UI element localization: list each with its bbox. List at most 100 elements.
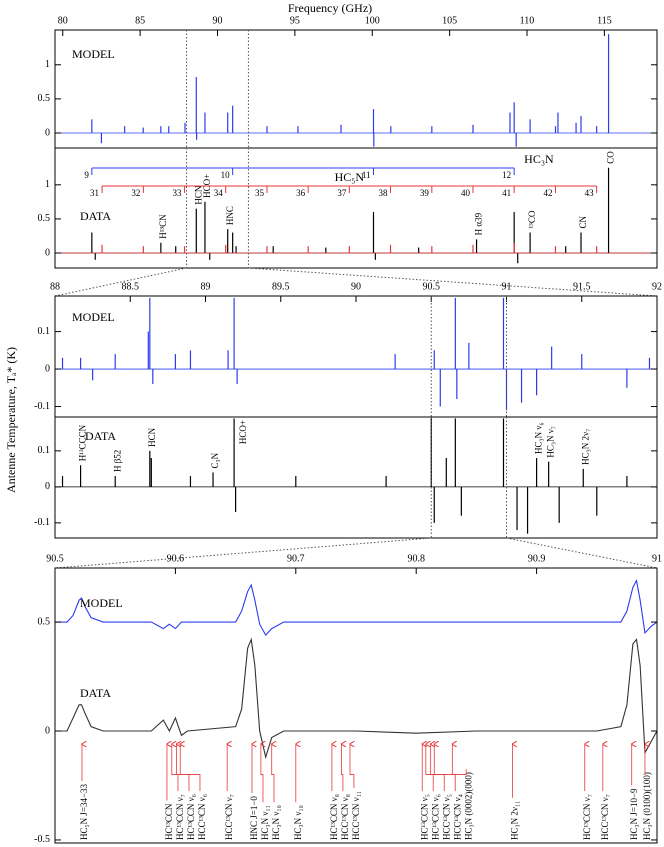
line-marker: [172, 744, 179, 792]
x-tick-label: 85: [135, 15, 145, 26]
line-label: H¹³CN: [158, 214, 168, 239]
line-label: HCC¹³CN ν₅: [441, 794, 451, 840]
x-tick-label: 90.9: [528, 553, 546, 564]
frame: [54, 567, 658, 844]
y-tick-label: 0: [45, 481, 50, 492]
x-axis-title: Frequency (GHz): [288, 1, 372, 15]
line-label: HC¹³CCN ν₆: [430, 794, 440, 840]
line-label: HC₃N (0100)(100): [642, 772, 652, 840]
y-tick-label: 0.1: [38, 326, 51, 337]
line-label: H β52: [112, 450, 122, 472]
ladder-number: 42: [543, 188, 552, 198]
plot-area: [55, 418, 657, 534]
ladder-number: 40: [461, 188, 471, 198]
line-label: HCC¹³CN ν₄: [452, 794, 462, 840]
x-tick-label: 90: [212, 15, 222, 26]
frame: [54, 416, 658, 539]
x-tick-label: 90.8: [407, 553, 425, 564]
line-label: HC₃N (0002)(000): [463, 772, 473, 840]
x-tick-label: 89.5: [272, 281, 290, 292]
x-tick-label: 90.5: [46, 553, 64, 564]
ladder-title: HC₅N: [335, 170, 365, 184]
line-label: HCN: [193, 185, 203, 205]
y-tick-label: 0: [45, 725, 50, 736]
line-label: HC₃N ν₇: [546, 426, 556, 458]
x-tick-label: 89: [201, 281, 211, 292]
line-label: HCC¹³CN ν₆: [197, 794, 207, 840]
frame: [54, 295, 658, 418]
ladder-number: 11: [362, 170, 371, 180]
line-label: HC₃N ν₁₀: [293, 805, 303, 840]
x-tick-label: 91: [502, 281, 512, 292]
line-marker: [431, 744, 445, 792]
panel-label: DATA: [80, 209, 111, 223]
x-tick-label: 88.5: [122, 281, 140, 292]
ladder-number: 43: [585, 188, 595, 198]
x-tick-label: 88: [50, 281, 60, 292]
line-label: HCC¹³CN ν₁₁: [351, 791, 361, 840]
plot-area: [55, 167, 657, 264]
x-tick-label: 92: [652, 281, 662, 292]
line-marker: [272, 744, 274, 803]
line-label: HCO+: [238, 420, 248, 444]
line-label: HC¹³CCN: [164, 803, 174, 840]
zoom-connector: [248, 267, 658, 297]
line-marker: [177, 744, 190, 792]
y-tick-label: -0.1: [34, 401, 50, 412]
line-label: H α39: [474, 212, 484, 235]
line-label: CN: [578, 216, 588, 229]
ladder-number: 41: [502, 188, 511, 198]
line-label: HC₃N ν₁₀: [271, 805, 281, 840]
panel-label: DATA: [85, 429, 116, 443]
x-tick-label: 110: [520, 15, 535, 26]
line-label: HC¹³CCN ν₆: [186, 794, 196, 840]
plot-area: [55, 34, 657, 147]
line-label: HC₃N ν₁₁: [260, 805, 270, 840]
y-tick-label: 0.5: [38, 213, 51, 224]
ladder-number: 31: [90, 188, 99, 198]
line-label: HCC¹³CN ν₈: [340, 794, 350, 840]
x-tick-label: 90.6: [167, 553, 185, 564]
x-tick-label: 90.5: [423, 281, 441, 292]
x-tick-label: 90: [351, 281, 361, 292]
ladder-number: 35: [255, 188, 265, 198]
y-tick-label: -0.1: [34, 517, 50, 528]
line-label: HNC J=1−0: [249, 796, 259, 840]
ladder-number: 10: [221, 170, 231, 180]
y-tick-label: -0.5: [34, 834, 50, 845]
ladder-number: 32: [131, 188, 140, 198]
line-label: HC₃N ν₆: [534, 422, 544, 454]
y-tick-label: 0.1: [38, 445, 51, 456]
line-label: HNC: [225, 206, 235, 225]
ladder-title: HC₃N: [524, 152, 554, 166]
panel-label: MODEL: [72, 310, 115, 324]
panel-label: MODEL: [80, 596, 123, 610]
panel-label: MODEL: [72, 47, 115, 61]
zoom-connector: [54, 537, 432, 569]
line-label: HC₃N 2ν₁₁: [510, 801, 520, 840]
line-marker: [342, 744, 343, 792]
line-label: ¹³CO: [527, 210, 537, 228]
x-tick-label: 90.7: [287, 553, 305, 564]
line-label: CO: [606, 151, 616, 164]
spectrum: [55, 579, 657, 637]
line-marker: [426, 744, 434, 792]
line-label: H¹³CCCN: [78, 424, 88, 461]
line-label: HCN: [147, 427, 157, 447]
x-tick-label: 115: [597, 15, 612, 26]
x-tick-label: 95: [290, 15, 300, 26]
y-tick-label: 0.5: [38, 93, 51, 104]
line-label: HC¹³CCN ν₈: [329, 794, 339, 840]
ladder-number: 37: [337, 188, 347, 198]
panel-label: DATA: [80, 686, 111, 700]
line-label: HC¹³CCN ν₇: [582, 794, 592, 840]
plot-area: [55, 297, 657, 411]
y-axis-title: Antenne Temperature, Tₐ* (K): [4, 347, 18, 493]
frame: [54, 29, 658, 149]
ladder-number: 36: [296, 188, 306, 198]
x-tick-label: 100: [365, 15, 380, 26]
line-marker: [434, 744, 456, 792]
zoom-connector: [54, 267, 187, 297]
line-label: C₃N: [210, 452, 220, 468]
